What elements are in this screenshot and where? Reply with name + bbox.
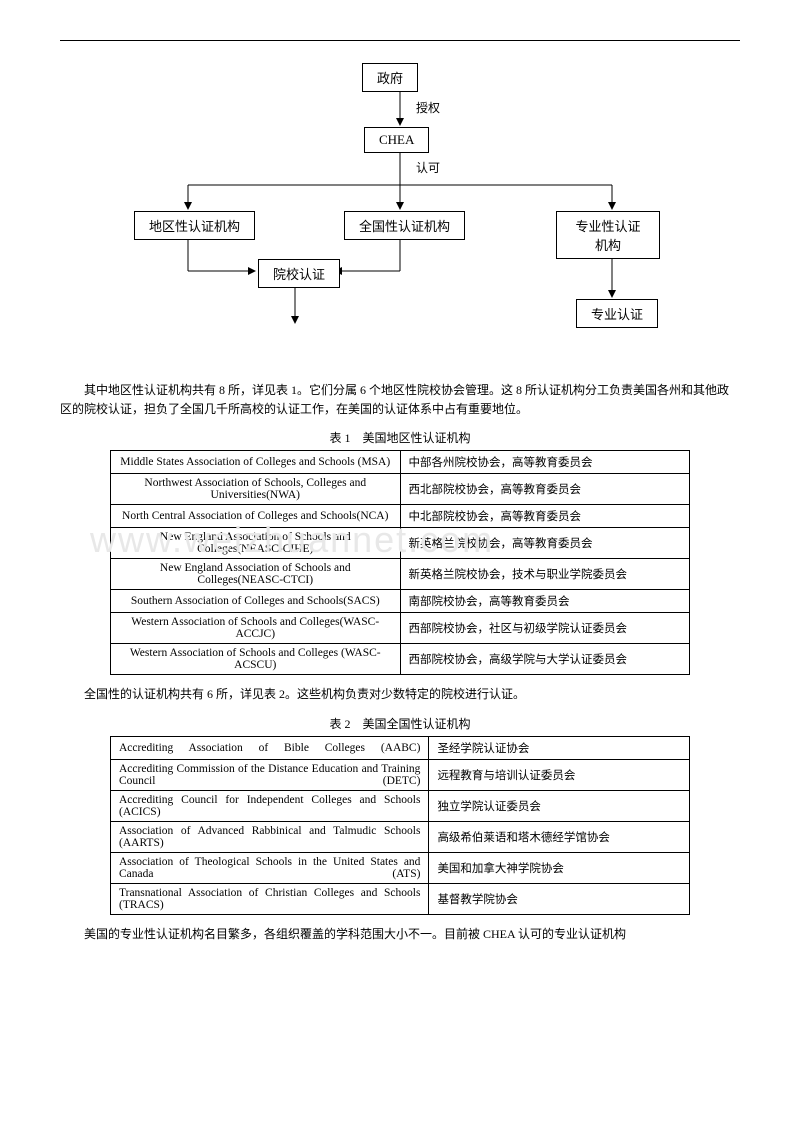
node-institutional-accred: 院校认证: [258, 259, 340, 288]
table-1: Middle States Association of Colleges an…: [110, 450, 690, 675]
table-row: New England Association of Schools and C…: [111, 528, 690, 559]
node-government: 政府: [362, 63, 418, 92]
node-specialized-label: 专业性认证机构: [575, 219, 640, 253]
node-institutional-label: 院校认证: [273, 267, 325, 282]
table-row: Western Association of Schools and Colle…: [111, 644, 690, 675]
node-regional: 地区性认证机构: [134, 211, 255, 240]
top-rule: [60, 40, 740, 41]
node-professional-label: 专业认证: [591, 307, 643, 322]
table-row: Accrediting Association of Bible College…: [111, 736, 690, 759]
edge-label-approve: 认可: [416, 159, 440, 176]
paragraph-2: 全国性的认证机构共有 6 所，详见表 2。这些机构负责对少数特定的院校进行认证。: [60, 685, 740, 704]
table1-title: 表 1 美国地区性认证机构: [60, 429, 740, 446]
table-row: Transnational Association of Christian C…: [111, 883, 690, 914]
table-row: Association of Advanced Rabbinical and T…: [111, 821, 690, 852]
node-professional-accred: 专业认证: [576, 299, 658, 328]
node-chea-label: CHEA: [379, 132, 414, 147]
paragraph-3: 美国的专业性认证机构名目繁多，各组织覆盖的学科范围大小不一。目前被 CHEA 认…: [60, 925, 740, 944]
table-row: Middle States Association of Colleges an…: [111, 451, 690, 474]
table-row: Accrediting Council for Independent Coll…: [111, 790, 690, 821]
node-chea: CHEA: [364, 127, 429, 153]
table-row: Western Association of Schools and Colle…: [111, 613, 690, 644]
table-row: New England Association of Schools and C…: [111, 559, 690, 590]
node-national: 全国性认证机构: [344, 211, 465, 240]
table-row: Association of Theological Schools in th…: [111, 852, 690, 883]
paragraph-1: 其中地区性认证机构共有 8 所，详见表 1。它们分属 6 个地区性院校协会管理。…: [60, 381, 740, 419]
node-specialized: 专业性认证机构: [556, 211, 660, 259]
node-regional-label: 地区性认证机构: [149, 219, 240, 234]
table-row: Southern Association of Colleges and Sch…: [111, 590, 690, 613]
node-national-label: 全国性认证机构: [359, 219, 450, 234]
table-row: Accrediting Commission of the Distance E…: [111, 759, 690, 790]
table2-title: 表 2 美国全国性认证机构: [60, 715, 740, 732]
table-row: Northwest Association of Schools, Colleg…: [111, 474, 690, 505]
edge-label-authorize: 授权: [416, 99, 440, 116]
node-government-label: 政府: [377, 71, 403, 86]
table-2: Accrediting Association of Bible College…: [110, 736, 690, 915]
table-row: North Central Association of Colleges an…: [111, 505, 690, 528]
flowchart-diagram: 政府 授权 CHEA 认可 地区性认证机构 全国性认证机构 专业性认证机构 院校…: [140, 61, 660, 361]
